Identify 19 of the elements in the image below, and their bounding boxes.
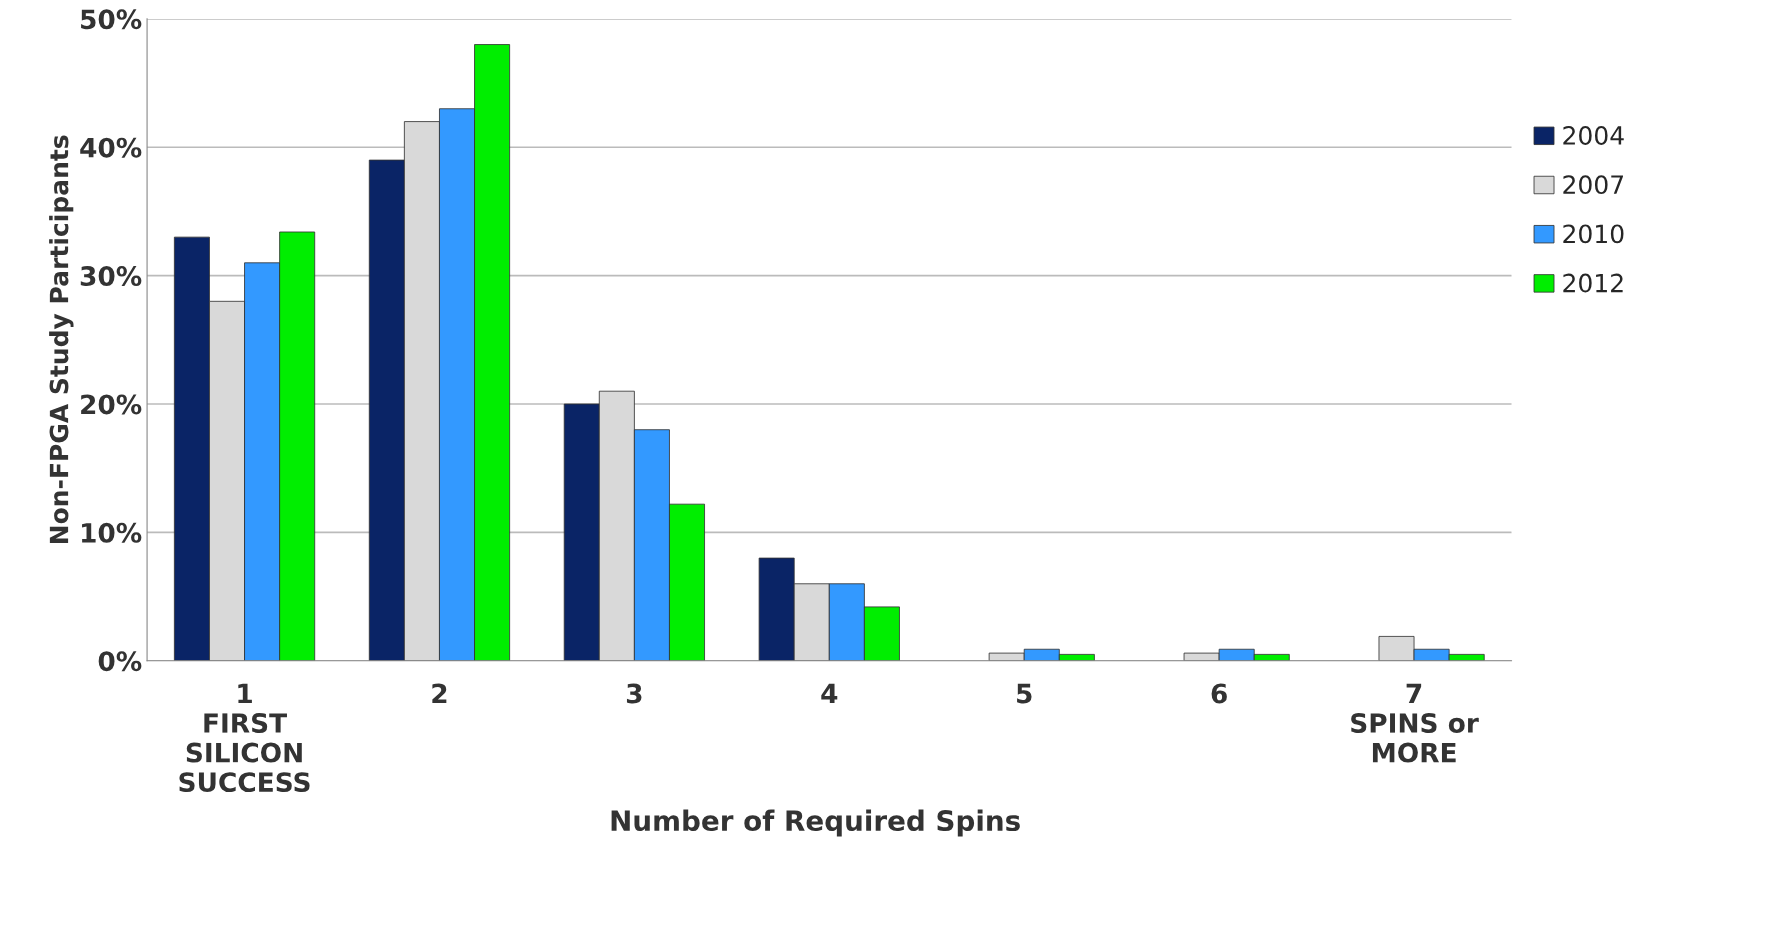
y-tick-label: 20% — [81, 394, 142, 415]
y-tick-label: 50% — [81, 9, 142, 30]
x-tick-label: 1 FIRST SILICON SUCCESS — [179, 683, 310, 793]
y-tick-label: 0% — [98, 651, 142, 672]
y-tick-label: 30% — [80, 266, 142, 287]
legend-label: 2004 — [1563, 126, 1624, 145]
y-tick-label: 40% — [80, 137, 142, 158]
x-tick-label: 6 — [1211, 683, 1227, 704]
y-axis-title: Non-FPGA Study Participants — [49, 135, 74, 544]
legend-label: 2010 — [1563, 224, 1624, 244]
x-tick-label: 3 — [626, 683, 642, 704]
x-tick-label: 7 SPINS or MORE — [1351, 683, 1479, 763]
legend-label: 2007 — [1563, 175, 1623, 195]
x-tick-label: 2 — [432, 683, 447, 704]
x-tick-label: 5 — [1017, 683, 1032, 704]
legend-label: 2012 — [1563, 273, 1623, 293]
x-tick-label: 4 — [821, 683, 838, 704]
x-axis-title: Number of Required Spins — [611, 809, 1020, 837]
y-tick-label: 10% — [82, 522, 142, 543]
